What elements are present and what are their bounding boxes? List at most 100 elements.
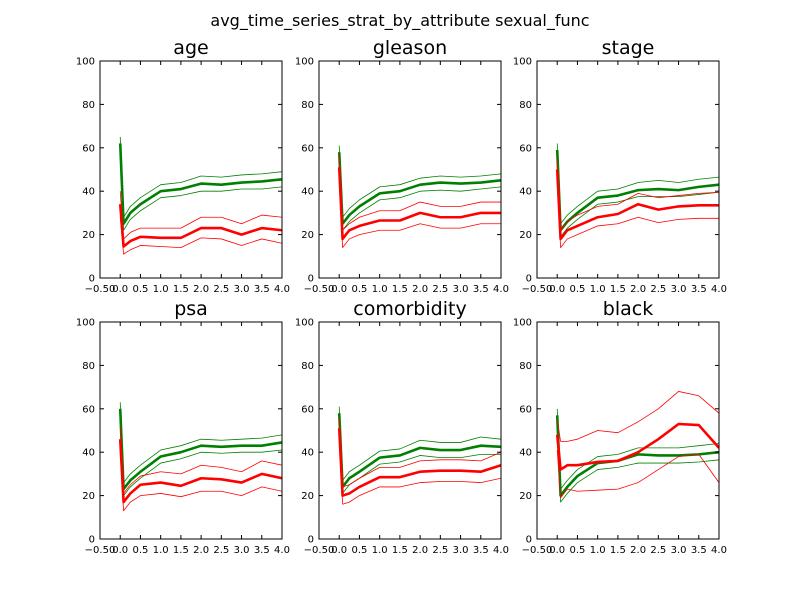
x-tick-label: 0.5 bbox=[351, 284, 367, 295]
x-tick-label: 0.5 bbox=[569, 284, 585, 295]
y-tick-label: 60 bbox=[82, 404, 95, 415]
y-tick-label: 60 bbox=[301, 143, 314, 154]
series-red-upper bbox=[338, 417, 501, 488]
y-tick-label: 40 bbox=[82, 187, 95, 198]
x-tick-label: 0.5 bbox=[569, 545, 585, 556]
series-green-mean bbox=[118, 408, 282, 491]
series-red-upper bbox=[338, 154, 501, 231]
x-tick-label: 1.0 bbox=[372, 545, 388, 556]
series-red-lower bbox=[556, 450, 719, 499]
x-tick-label: 3.5 bbox=[473, 545, 489, 556]
figure-title: avg_time_series_strat_by_attribute sexua… bbox=[210, 11, 589, 31]
x-tick-label: 4.0 bbox=[274, 284, 290, 295]
x-tick-label: 1.0 bbox=[372, 284, 388, 295]
x-tick-label: 4.0 bbox=[711, 545, 727, 556]
y-tick-label: 40 bbox=[519, 187, 532, 198]
y-tick-label: 80 bbox=[301, 100, 314, 111]
y-tick-label: 100 bbox=[295, 57, 314, 68]
y-tick-label: 80 bbox=[519, 100, 532, 111]
series-red-mean bbox=[555, 169, 719, 241]
y-tick-label: 40 bbox=[301, 448, 314, 459]
x-tick-label: 0.0 bbox=[331, 284, 347, 295]
series-group bbox=[337, 145, 501, 249]
subplot-title: psa bbox=[174, 298, 208, 320]
y-tick-label: 0 bbox=[89, 535, 95, 546]
x-tick-label: 3.0 bbox=[671, 284, 687, 295]
series-red-upper bbox=[119, 426, 282, 494]
x-tick-label: 4.0 bbox=[493, 284, 509, 295]
x-tick-label: 2.5 bbox=[432, 545, 448, 556]
series-green-mean bbox=[555, 415, 719, 497]
y-tick-label: 0 bbox=[526, 274, 532, 285]
x-tick-label: 0.5 bbox=[351, 545, 367, 556]
x-tick-label: −0.50 bbox=[522, 545, 553, 556]
x-tick-label: 1.0 bbox=[590, 284, 606, 295]
x-tick-label: 3.5 bbox=[691, 284, 707, 295]
series-green-mean bbox=[118, 143, 282, 226]
x-tick-label: 1.5 bbox=[173, 284, 189, 295]
x-tick-label: 3.0 bbox=[671, 545, 687, 556]
series-red-mean bbox=[337, 428, 501, 497]
x-tick-label: 0.0 bbox=[112, 545, 128, 556]
subplot-title: gleason bbox=[373, 37, 447, 59]
y-tick-label: 0 bbox=[308, 274, 314, 285]
x-tick-label: 4.0 bbox=[493, 545, 509, 556]
series-green-lower bbox=[556, 421, 719, 503]
series-green-lower bbox=[338, 158, 501, 231]
x-tick-label: 3.5 bbox=[691, 545, 707, 556]
x-tick-label: 3.0 bbox=[453, 284, 469, 295]
y-tick-label: 100 bbox=[76, 318, 95, 329]
series-green-lower bbox=[556, 156, 719, 238]
y-tick-label: 80 bbox=[82, 100, 95, 111]
x-tick-label: 3.5 bbox=[473, 284, 489, 295]
series-red-mean bbox=[337, 167, 501, 241]
x-tick-label: 1.5 bbox=[173, 545, 189, 556]
x-tick-label: 2.5 bbox=[650, 284, 666, 295]
y-tick-label: 60 bbox=[301, 404, 314, 415]
x-tick-label: 2.5 bbox=[432, 284, 448, 295]
y-tick-label: 100 bbox=[513, 318, 532, 329]
x-tick-label: 2.5 bbox=[213, 545, 229, 556]
subplot-title: comorbidity bbox=[353, 298, 466, 320]
axes-frame bbox=[536, 60, 720, 279]
x-tick-label: 0.0 bbox=[331, 545, 347, 556]
series-green-lower bbox=[338, 419, 501, 494]
series-group bbox=[337, 406, 501, 505]
x-tick-label: 2.0 bbox=[630, 284, 646, 295]
subplot-title: stage bbox=[602, 37, 655, 59]
x-tick-label: −0.50 bbox=[304, 545, 335, 556]
y-tick-label: 100 bbox=[76, 57, 95, 68]
series-red-upper bbox=[556, 158, 719, 231]
y-tick-label: 20 bbox=[82, 491, 95, 502]
series-green-upper bbox=[119, 136, 282, 218]
x-tick-label: 0.0 bbox=[549, 284, 565, 295]
series-red-mean bbox=[118, 439, 282, 504]
series-green-upper bbox=[556, 408, 719, 490]
axes-frame bbox=[99, 321, 283, 540]
series-green-lower bbox=[119, 149, 282, 231]
x-tick-label: 1.0 bbox=[153, 284, 169, 295]
x-tick-label: 1.0 bbox=[590, 545, 606, 556]
series-red-mean bbox=[118, 204, 282, 248]
series-red-upper bbox=[119, 191, 282, 240]
y-tick-label: 0 bbox=[308, 535, 314, 546]
series-green-mean bbox=[337, 413, 501, 489]
subplot-gleason: gleason 0 20 40 60 80 100 −0.500.0 0.5 1.0 1.5 2.0 2… bbox=[295, 37, 509, 295]
series-red-lower bbox=[119, 452, 282, 512]
axes-frame bbox=[318, 60, 502, 279]
x-tick-label: −0.50 bbox=[85, 284, 116, 295]
y-tick-label: 20 bbox=[519, 230, 532, 241]
y-tick-label: 80 bbox=[519, 361, 532, 372]
y-tick-label: 80 bbox=[82, 361, 95, 372]
x-tick-label: 3.0 bbox=[453, 545, 469, 556]
x-tick-label: 0.0 bbox=[112, 284, 128, 295]
y-tick-label: 20 bbox=[301, 230, 314, 241]
y-tick-label: 100 bbox=[513, 57, 532, 68]
x-tick-label: 3.0 bbox=[234, 545, 250, 556]
y-tick-label: 20 bbox=[301, 491, 314, 502]
x-tick-label: 1.5 bbox=[392, 284, 408, 295]
subplot-comorbidity: comorbidity 0 20 40 60 80 100 −0.500.0 0.5 1.0 1.5… bbox=[295, 298, 509, 556]
x-tick-label: −0.50 bbox=[522, 284, 553, 295]
series-red-mean bbox=[555, 422, 719, 471]
